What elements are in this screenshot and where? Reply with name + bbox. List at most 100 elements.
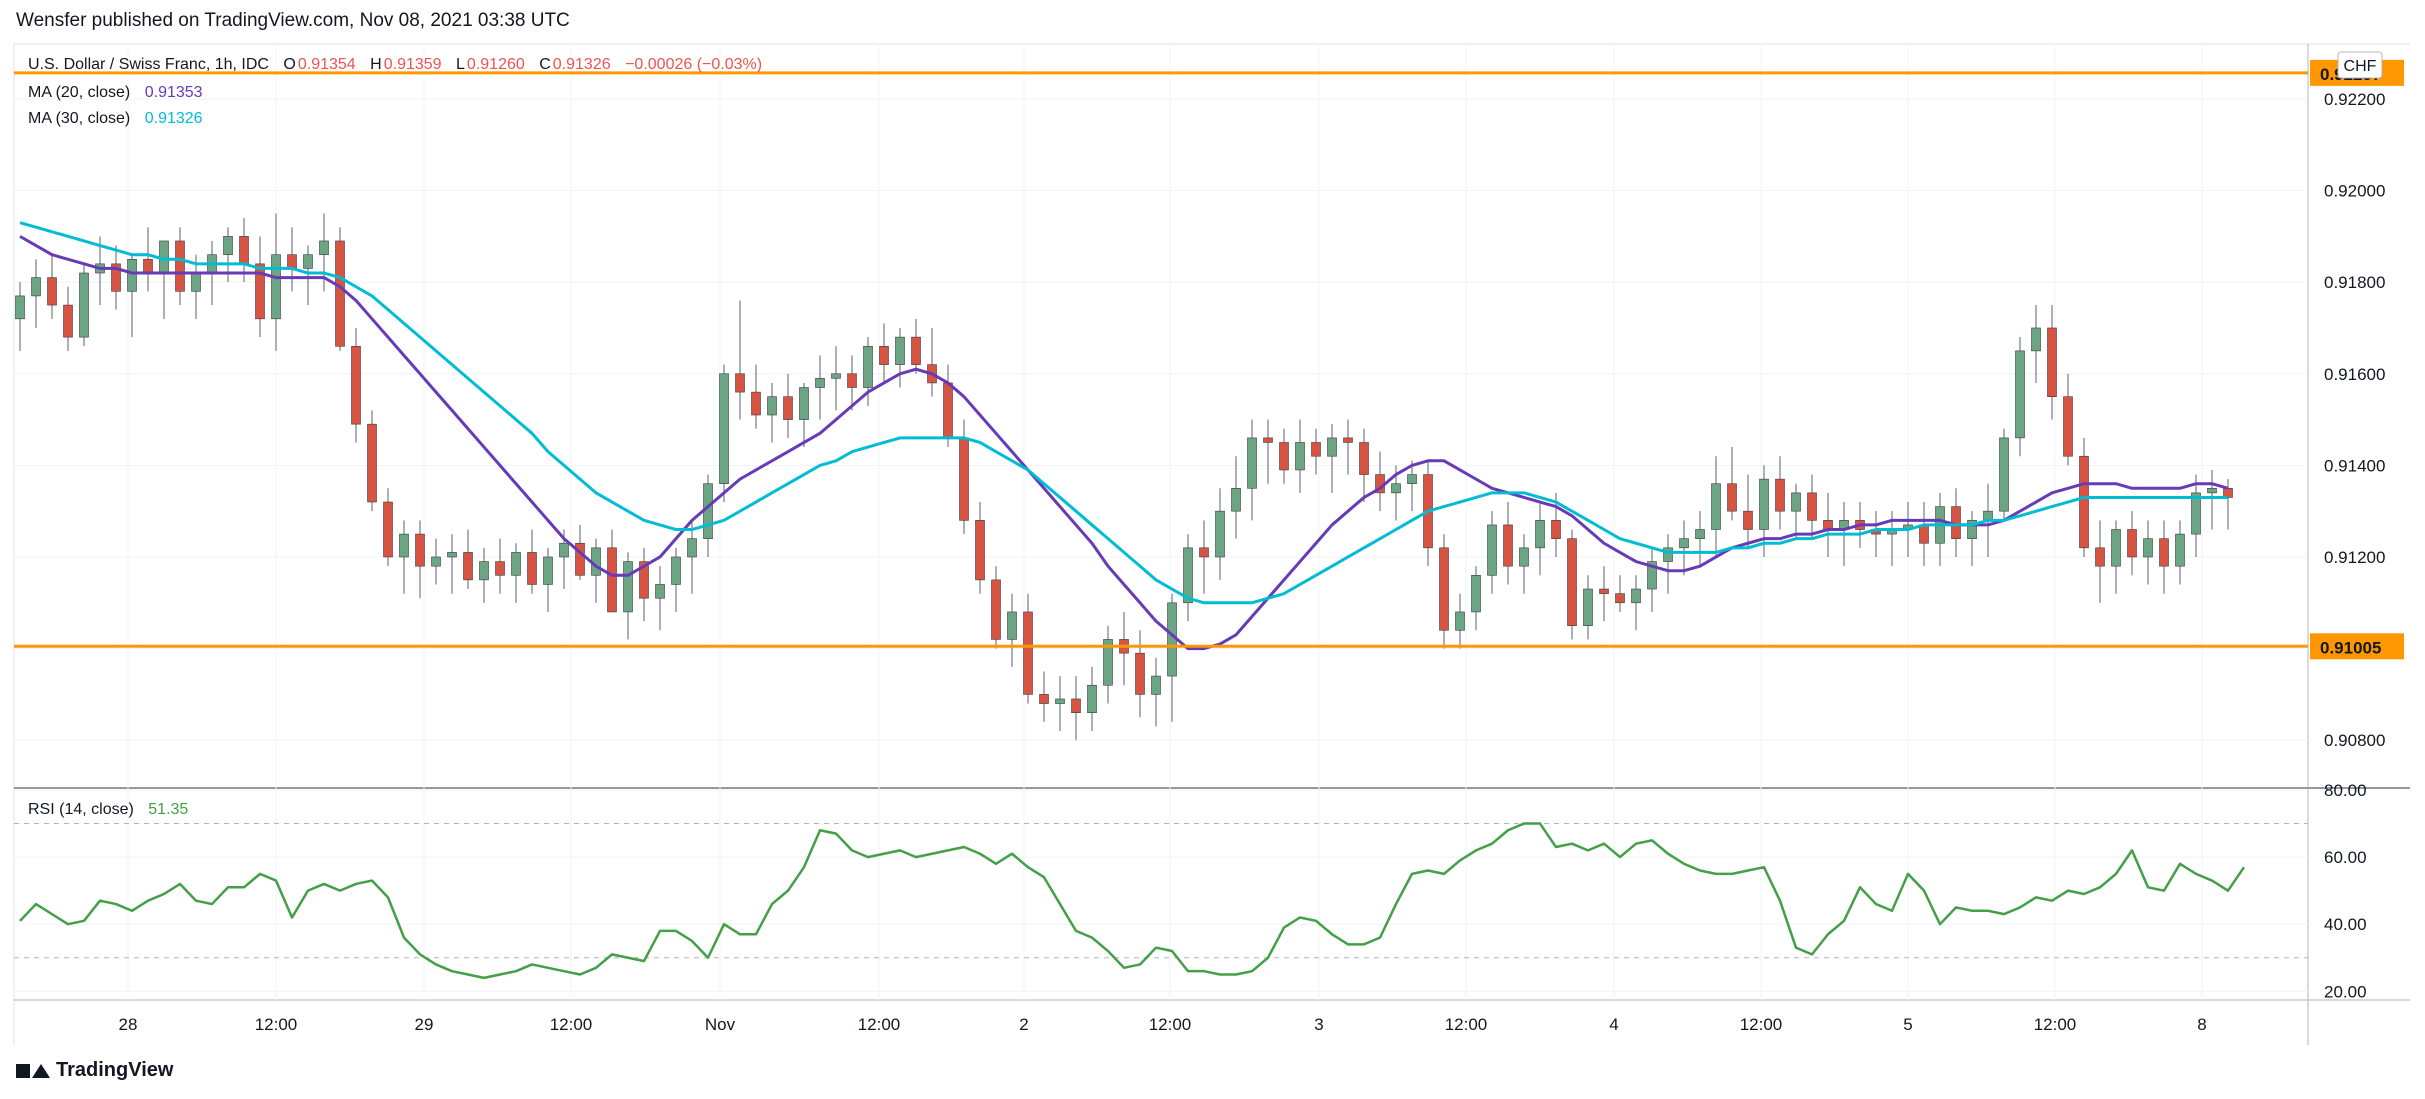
candle-body: [815, 378, 825, 388]
candle-body: [1359, 442, 1369, 475]
candle-body: [47, 277, 57, 306]
candle-body: [79, 272, 89, 338]
candle-body: [431, 556, 441, 567]
candle-body: [223, 236, 233, 255]
rsi-label: RSI (14, close): [28, 801, 134, 818]
candle-body: [831, 373, 841, 379]
candle-body: [735, 373, 745, 393]
candle-body: [687, 538, 697, 558]
time-tick-label: 12:00: [2034, 1015, 2077, 1034]
candle-body: [1023, 611, 1033, 695]
tradingview-logo-icon: [16, 1061, 50, 1081]
candle-body: [2127, 529, 2137, 558]
candle-body: [2207, 487, 2217, 494]
change-value: −0.00026 (−0.03%): [625, 56, 763, 73]
candle-body: [1535, 520, 1545, 549]
candle-body: [1263, 437, 1273, 443]
candle-body: [1743, 510, 1753, 530]
candle-body: [639, 561, 649, 599]
candle-body: [1103, 639, 1113, 686]
time-tick-label: 29: [415, 1015, 434, 1034]
candle-body: [1439, 547, 1449, 631]
candle-body: [63, 304, 73, 338]
candle-body: [2079, 455, 2089, 549]
candle-body: [31, 277, 41, 297]
candle-body: [1487, 524, 1497, 576]
candle-body: [1999, 437, 2009, 512]
ma20-value: 0.91353: [144, 84, 203, 101]
candle-body: [1679, 538, 1689, 549]
candle-body: [2031, 327, 2041, 352]
candle-body: [1663, 547, 1673, 562]
open-label: O: [283, 56, 296, 73]
candle-body: [351, 345, 361, 425]
candle-body: [559, 542, 569, 558]
time-tick-label: 4: [1609, 1015, 1618, 1034]
ma20-line: [19, 235, 2229, 651]
candle-body: [943, 382, 953, 439]
candle-body: [1279, 442, 1289, 471]
level-price-label: 0.91005: [2320, 638, 2381, 657]
tradingview-logo: TradingView: [16, 1059, 173, 1082]
symbol-legend: U.S. Dollar / Swiss Franc, 1h, IDC O 0.91…: [28, 56, 764, 74]
candle-body: [575, 542, 585, 576]
close-label: C: [539, 56, 551, 73]
candle-body: [1135, 652, 1145, 695]
candle-body: [1471, 575, 1481, 613]
candle-body: [1071, 698, 1081, 714]
candle-body: [175, 240, 185, 292]
candle-body: [1311, 442, 1321, 457]
symbol-name: U.S. Dollar / Swiss Franc, 1h, IDC: [28, 56, 269, 73]
rsi-value: 51.35: [148, 801, 189, 818]
candle-body: [1791, 492, 1801, 512]
price-tick-label: 0.91600: [2324, 365, 2385, 384]
close-value: 0.91326: [552, 56, 611, 73]
ma30-legend: MA (30, close) 0.91326: [28, 110, 205, 128]
candle-body: [1343, 437, 1353, 443]
price-tick-label: 0.92200: [2324, 90, 2385, 109]
time-tick-label: 12:00: [550, 1015, 593, 1034]
candle-body: [1775, 478, 1785, 512]
candle-body: [1727, 483, 1737, 512]
candle-body: [623, 561, 633, 613]
price-tick-label: 0.92000: [2324, 182, 2385, 201]
candle-body: [527, 552, 537, 585]
candle-body: [1711, 483, 1721, 530]
candle-body: [879, 345, 889, 365]
price-tick-label: 0.90800: [2324, 731, 2385, 750]
candle-body: [1759, 478, 1769, 530]
candle-body: [127, 258, 137, 292]
candle-body: [863, 345, 873, 388]
candle-body: [303, 254, 313, 269]
currency-badge: [2337, 51, 2383, 79]
ma20-label: MA (20, close): [28, 84, 131, 101]
rsi-legend: RSI (14, close) 51.35: [28, 801, 190, 819]
ma20-legend: MA (20, close) 0.91353: [28, 84, 205, 102]
candle-body: [1295, 442, 1305, 471]
candle-body: [2015, 350, 2025, 439]
time-tick-label: 12:00: [255, 1015, 298, 1034]
candle-body: [751, 391, 761, 416]
low-label: L: [456, 56, 465, 73]
candle-body: [1231, 487, 1241, 512]
candle-body: [367, 423, 377, 503]
candle-body: [671, 556, 681, 585]
candle-body: [415, 533, 425, 567]
time-tick-label: 5: [1903, 1015, 1912, 1034]
candle-body: [383, 501, 393, 558]
candle-body: [1967, 520, 1977, 539]
candle-body: [495, 561, 505, 576]
candle-body: [143, 258, 153, 274]
candle-body: [1455, 611, 1465, 631]
candle-body: [335, 240, 345, 347]
candle-body: [271, 254, 281, 320]
time-tick-label: 12:00: [1445, 1015, 1488, 1034]
candle-body: [1183, 547, 1193, 604]
brand-name: TradingView: [56, 1059, 174, 1081]
time-tick-label: 3: [1314, 1015, 1323, 1034]
candle-body: [191, 272, 201, 292]
candle-body: [1247, 437, 1257, 489]
time-tick-label: 2: [1019, 1015, 1028, 1034]
high-label: H: [370, 56, 382, 73]
candle-body: [1807, 492, 1817, 521]
